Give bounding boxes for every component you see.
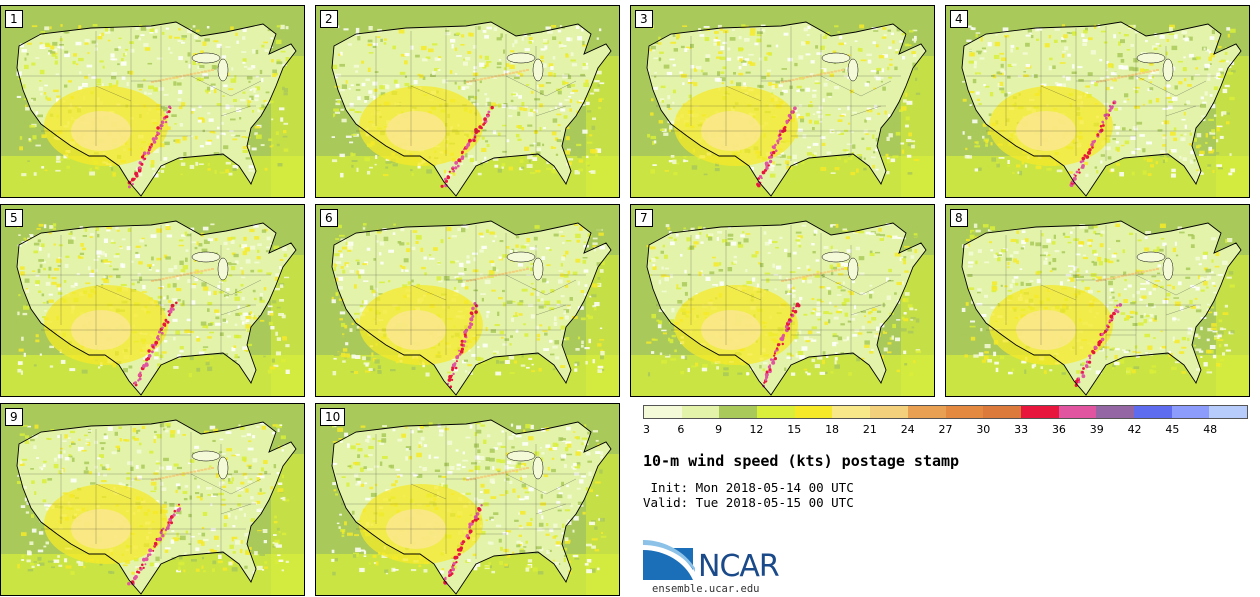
- member-label: 4: [950, 10, 968, 28]
- stamp-member-2: 2: [315, 5, 620, 198]
- colorbar: [643, 405, 1248, 419]
- colorbar-tick-label: 30: [976, 423, 991, 436]
- colorbar-tick-label: 48: [1203, 423, 1218, 436]
- logo-text: NCAR: [698, 549, 780, 584]
- member-label: 10: [320, 408, 346, 426]
- wind-speed-map: [316, 404, 619, 595]
- wind-speed-map: [1, 6, 304, 197]
- colorbar-swatch: [794, 406, 833, 418]
- init-time: Init: Mon 2018-05-14 00 UTC: [643, 480, 854, 495]
- colorbar-swatch: [983, 406, 1021, 418]
- stamp-member-6: 6: [315, 204, 620, 397]
- colorbar-tick-label: 27: [938, 423, 953, 436]
- colorbar-tick-label: 39: [1089, 423, 1104, 436]
- wind-speed-map: [1, 404, 304, 595]
- colorbar-swatch: [1209, 406, 1247, 418]
- colorbar-tick-label: 9: [715, 423, 723, 436]
- wind-speed-map: [316, 6, 619, 197]
- site-url: ensemble.ucar.edu: [652, 583, 760, 595]
- wind-speed-map: [631, 6, 934, 197]
- colorbar-ticks: 3 6 9 12 15 18 21 24 27 30 33 36 39 42 45 48: [643, 423, 1248, 437]
- stamp-member-3: 3: [630, 5, 935, 198]
- colorbar-swatch: [870, 406, 908, 418]
- colorbar-tick-label: 42: [1127, 423, 1142, 436]
- stamp-member-4: 4: [945, 5, 1250, 198]
- colorbar-tick-label: 33: [1014, 423, 1029, 436]
- stamp-member-10: 10: [315, 403, 620, 596]
- colorbar-tick-label: 45: [1165, 423, 1180, 436]
- colorbar-tick-label: 36: [1051, 423, 1066, 436]
- stamp-member-9: 9: [0, 403, 305, 596]
- member-label: 3: [635, 10, 653, 28]
- stamp-member-7: 7: [630, 204, 935, 397]
- colorbar-swatch: [1058, 406, 1097, 418]
- wind-speed-map: [946, 6, 1249, 197]
- member-label: 8: [950, 209, 968, 227]
- ncar-logo-icon: [643, 540, 695, 580]
- colorbar-swatch: [644, 406, 682, 418]
- colorbar-tick-label: 15: [787, 423, 802, 436]
- colorbar-tick-label: 12: [749, 423, 764, 436]
- member-label: 5: [5, 209, 23, 227]
- colorbar-swatch: [719, 406, 758, 418]
- member-label: 7: [635, 209, 653, 227]
- colorbar-tick-label: 3: [643, 423, 650, 436]
- member-label: 6: [320, 209, 338, 227]
- valid-time: Valid: Tue 2018-05-15 00 UTC: [643, 495, 854, 510]
- wind-speed-map: [316, 205, 619, 396]
- colorbar-swatch: [945, 406, 984, 418]
- colorbar-swatch: [1171, 406, 1210, 418]
- colorbar-tick-label: 24: [900, 423, 915, 436]
- stamp-member-8: 8: [945, 204, 1250, 397]
- colorbar-tick-label: 21: [862, 423, 877, 436]
- colorbar-tick-label: 18: [825, 423, 840, 436]
- colorbar-swatch: [757, 406, 795, 418]
- colorbar-swatch: [1096, 406, 1134, 418]
- wind-speed-map: [946, 205, 1249, 396]
- colorbar-swatch: [1133, 406, 1172, 418]
- wind-speed-map: [631, 205, 934, 396]
- plot-title: 10-m wind speed (kts) postage stamp: [643, 452, 960, 470]
- stamp-member-1: 1: [0, 5, 305, 198]
- wind-speed-map: [1, 205, 304, 396]
- colorbar-swatch: [1020, 406, 1059, 418]
- colorbar-swatch: [681, 406, 720, 418]
- member-label: 9: [5, 408, 23, 426]
- stamp-member-5: 5: [0, 204, 305, 397]
- colorbar-swatch: [832, 406, 871, 418]
- member-label: 2: [320, 10, 338, 28]
- member-label: 1: [5, 10, 23, 28]
- colorbar-swatch: [907, 406, 946, 418]
- colorbar-tick-label: 6: [677, 423, 685, 436]
